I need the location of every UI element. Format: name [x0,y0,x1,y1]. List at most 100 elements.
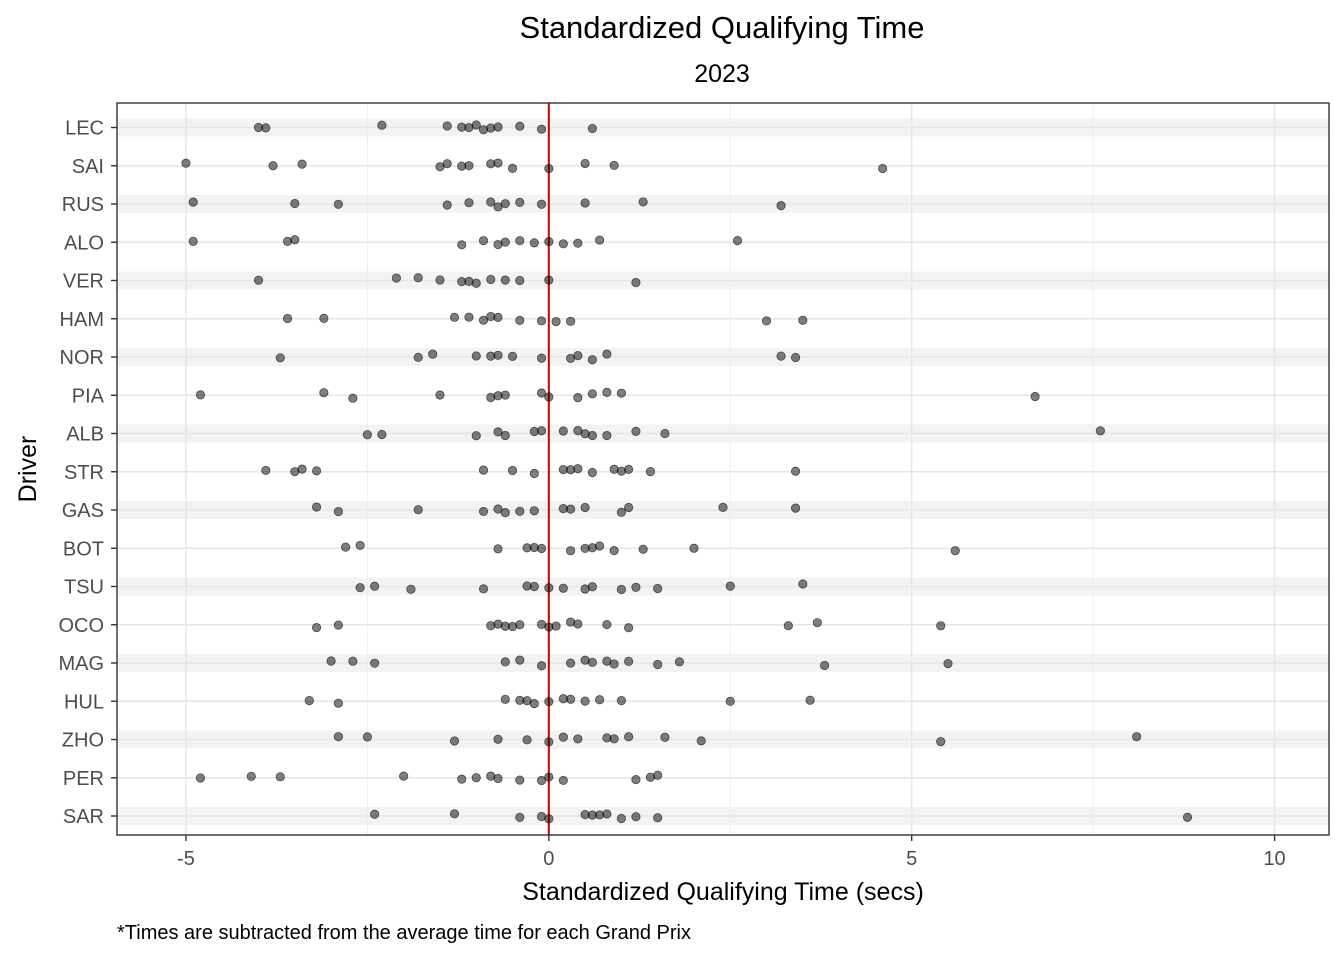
data-point [188,197,198,207]
data-point [275,353,285,363]
data-point [457,240,467,250]
panel-border [116,102,1330,836]
data-point [355,540,365,551]
data-point [544,737,554,747]
data-point [551,316,561,327]
data-point [783,621,793,631]
data-point [377,429,387,440]
data-point [529,581,539,592]
data-point [653,813,663,823]
data-point [573,734,583,744]
data-point [573,238,583,248]
data-point [464,161,474,171]
data-point [268,161,278,171]
data-point [587,467,597,478]
data-point [341,542,351,552]
data-point [536,426,547,436]
data-point [660,732,670,742]
data-points [181,120,1193,824]
data-point [631,582,641,592]
data-point [493,504,503,514]
y-tick-label: STR [64,462,104,484]
data-point [558,239,568,249]
data-point [515,197,525,207]
data-point [536,353,547,363]
data-point [820,660,830,671]
data-point [798,315,808,325]
x-axis: -5 0 5 10 [177,835,1286,870]
data-point [638,544,648,554]
data-point [290,198,300,209]
data-point [565,694,576,704]
data-point [595,235,605,245]
data-point [515,620,525,630]
data-point [544,392,554,402]
data-point [471,431,481,441]
data-point [500,657,510,667]
data-point [348,393,358,403]
data-point [457,774,467,784]
data-point [653,770,663,780]
data-point [311,502,322,512]
data-point [442,200,452,210]
data-point [587,657,597,667]
data-point [529,699,539,709]
data-point [515,506,525,516]
data-point [558,426,568,436]
data-point [515,812,525,822]
data-point [544,697,554,707]
data-point [478,465,489,475]
y-tick-label: TSU [64,577,104,599]
data-point [725,696,735,706]
data-point [195,773,206,783]
data-point [515,775,525,785]
data-point [507,163,518,173]
data-point [478,236,489,246]
data-point [674,657,685,667]
data-point [587,123,597,134]
data-point [500,694,510,704]
data-point [616,507,626,517]
data-point [406,584,416,594]
data-point [602,349,612,359]
data-point [536,199,547,209]
data-point [936,621,946,631]
x-tick-label: 10 [1263,848,1285,870]
data-point [609,734,619,744]
data-point [304,696,314,706]
data-point [464,312,474,322]
data-point [689,543,699,553]
data-point [573,393,583,403]
data-point [660,428,670,439]
data-point [616,813,626,824]
data-point [500,430,510,441]
data-point [333,620,343,630]
data-point [181,158,191,168]
data-point [587,389,597,399]
data-point [536,543,547,554]
data-point [311,466,322,476]
data-point [493,734,503,744]
data-point [529,468,539,479]
data-point [609,546,619,556]
data-point [261,123,271,133]
data-point [413,505,423,515]
data-point [370,658,380,668]
y-tick-label: GAS [62,500,104,522]
data-point [536,661,547,671]
data-point [493,312,503,322]
data-point [536,124,547,134]
y-tick-label: NOR [60,347,104,369]
data-point [493,158,503,168]
data-point [544,237,554,247]
data-point [529,506,539,516]
data-point [493,350,503,360]
data-point [1132,732,1142,742]
data-point [536,316,547,326]
data-point [449,736,460,746]
data-point [631,277,641,288]
data-point [580,158,590,169]
data-point [515,121,525,131]
data-point [565,546,576,556]
